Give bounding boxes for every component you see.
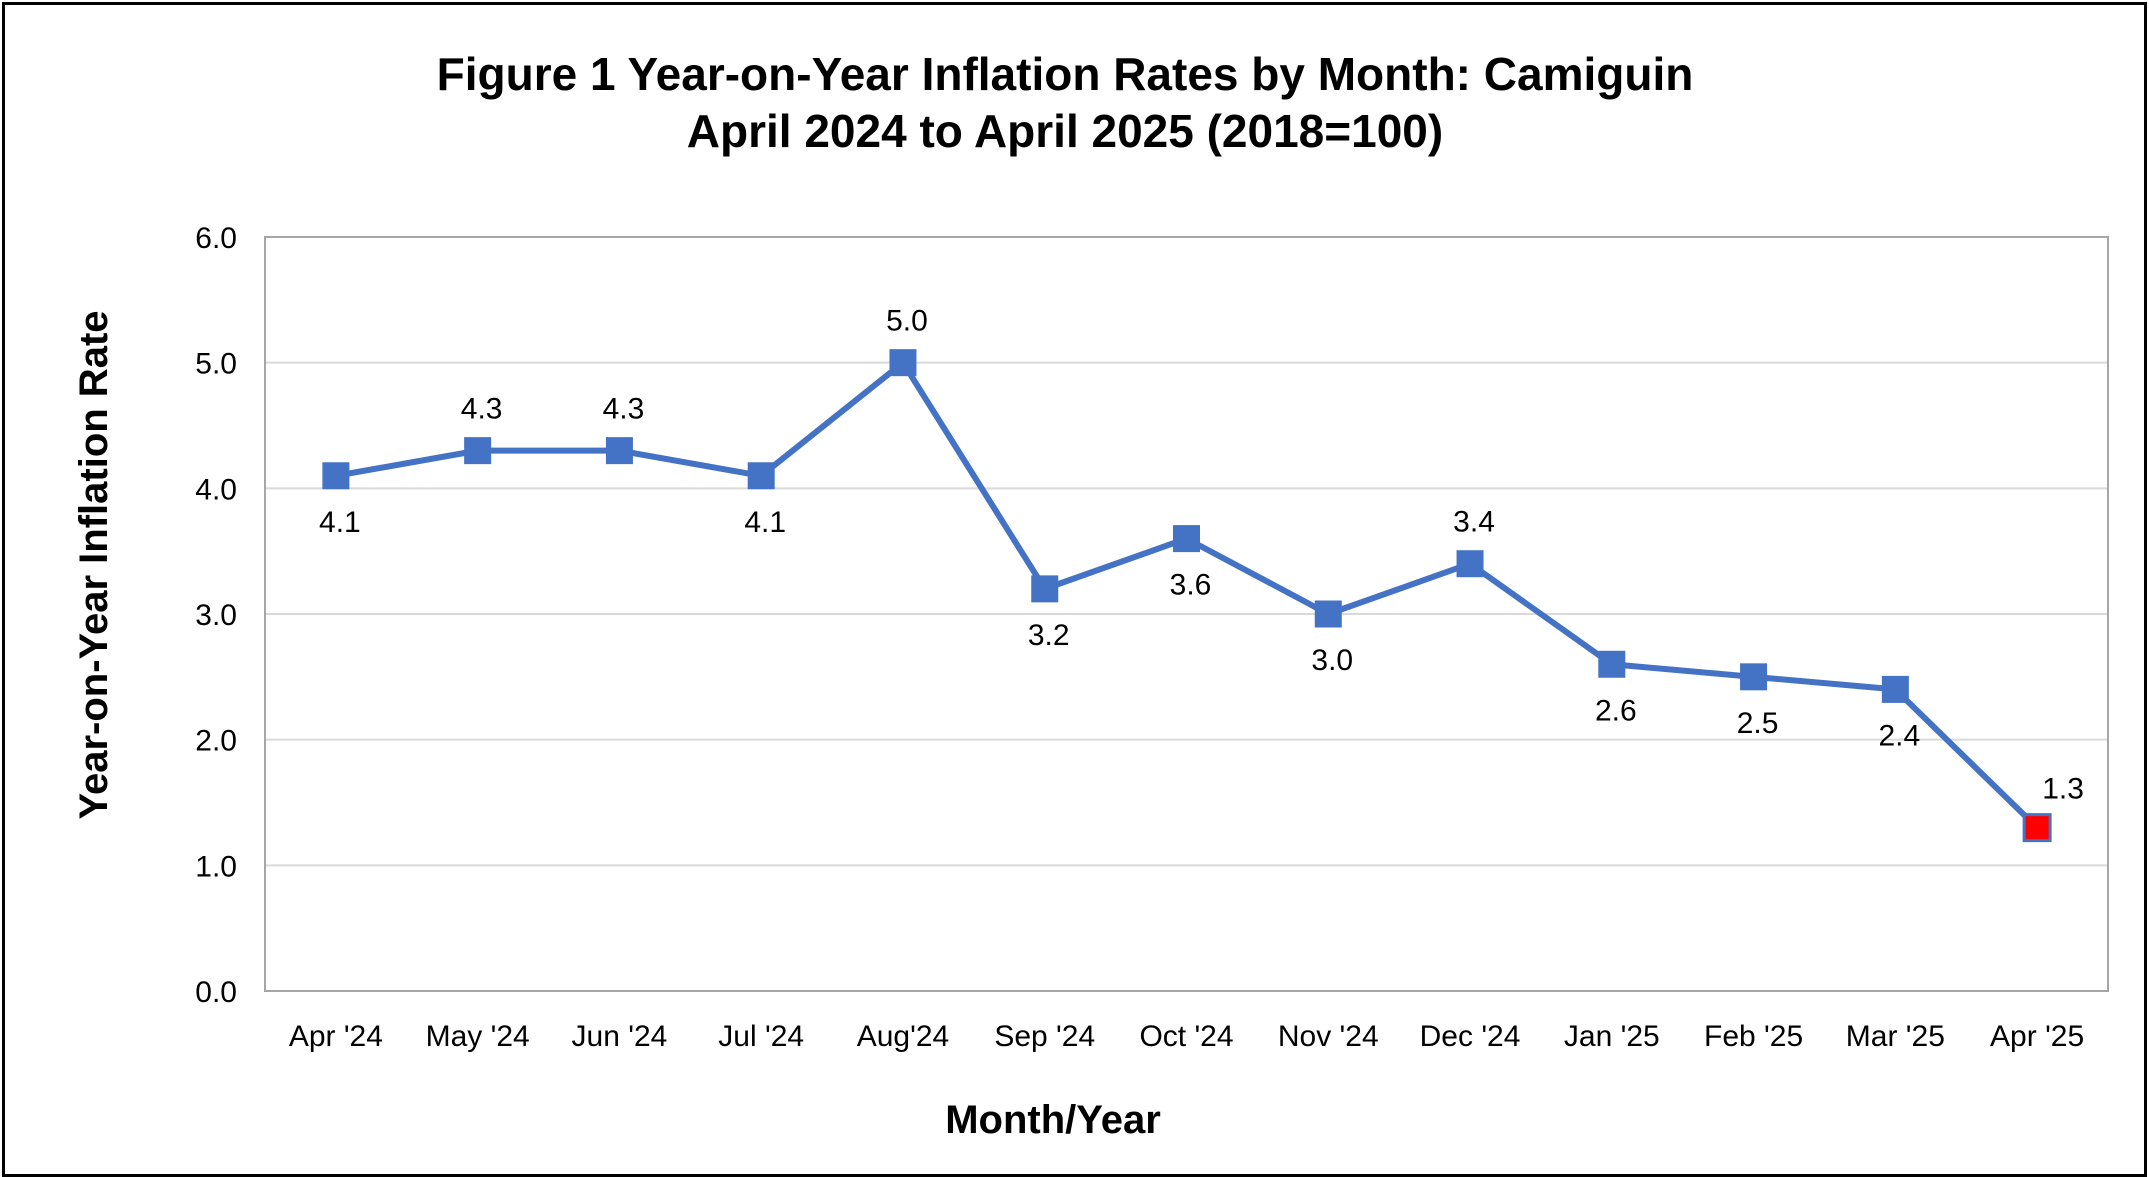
- data-point: [1314, 600, 1342, 628]
- data-point: [1173, 525, 1200, 553]
- x-tick-label: Dec '24: [1420, 1020, 1521, 1053]
- y-tick-label: 0.0: [195, 976, 237, 1009]
- y-tick-label: 3.0: [195, 599, 237, 632]
- data-label: 3.4: [1453, 506, 1495, 539]
- data-point: [747, 462, 775, 490]
- data-label: 4.3: [461, 393, 503, 426]
- data-label: 4.1: [744, 506, 786, 539]
- y-tick-label: 4.0: [195, 473, 237, 506]
- x-tick-label: Jan '25: [1564, 1020, 1660, 1053]
- y-tick-label: 6.0: [195, 222, 237, 255]
- y-tick-label: 2.0: [195, 725, 237, 758]
- data-label: 2.4: [1878, 719, 1920, 752]
- data-point: [1456, 550, 1484, 578]
- data-label: 2.6: [1595, 694, 1637, 727]
- data-point: [605, 437, 633, 465]
- data-point: [889, 349, 917, 377]
- y-axis-ticks: 0.0 1.0 2.0 3.0 4.0 5.0 6.0: [195, 222, 237, 1009]
- data-label: 1.3: [2042, 773, 2084, 806]
- y-tick-label: 1.0: [195, 850, 237, 883]
- x-tick-label: Feb '25: [1704, 1020, 1803, 1053]
- data-point: [464, 437, 492, 465]
- highlighted-data-point: [2022, 813, 2052, 843]
- series-line-group: [322, 349, 2052, 843]
- data-label: 3.0: [1311, 644, 1353, 677]
- data-point: [1031, 575, 1059, 603]
- x-tick-label: May '24: [426, 1020, 530, 1053]
- x-tick-label: Aug'24: [857, 1020, 949, 1053]
- chart-title: Figure 1 Year-on-Year Inflation Rates by…: [437, 48, 1694, 100]
- x-tick-label: Oct '24: [1139, 1020, 1233, 1053]
- data-label: 4.1: [319, 506, 361, 539]
- data-point: [1740, 663, 1768, 691]
- x-tick-label: Jun '24: [572, 1020, 668, 1053]
- data-label: 3.2: [1028, 619, 1070, 652]
- plot-area: [264, 236, 2109, 992]
- x-tick-label: Apr '24: [289, 1020, 383, 1053]
- data-label: 4.3: [603, 393, 645, 426]
- x-axis-title: Month/Year: [945, 1098, 1161, 1142]
- data-label: 5.0: [886, 305, 928, 338]
- data-label: 3.6: [1170, 569, 1212, 602]
- data-labels: 4.1 4.3 4.3 4.1 5.0 3.2 3.6 3.0 3.4 2.6 2.5 2.4 1.3: [319, 305, 2084, 806]
- x-tick-label: Mar '25: [1846, 1020, 1945, 1053]
- x-tick-label: Sep '24: [994, 1020, 1095, 1053]
- y-axis-title: Year-on-Year Inflation Rate: [72, 310, 116, 819]
- data-point: [1598, 650, 1626, 678]
- data-label: 2.5: [1737, 707, 1779, 740]
- chart-subtitle: April 2024 to April 2025 (2018=100): [687, 105, 1443, 157]
- x-tick-label: Apr '25: [1990, 1020, 2084, 1053]
- gridlines: [265, 361, 2108, 867]
- data-point: [1881, 675, 1909, 703]
- x-tick-label: Jul '24: [718, 1020, 804, 1053]
- x-tick-label: Nov '24: [1278, 1020, 1379, 1053]
- data-point: [322, 462, 350, 490]
- x-axis-ticks: Apr '24 May '24 Jun '24 Jul '24 Aug'24 Sep '2…: [289, 1020, 2084, 1053]
- y-tick-label: 5.0: [195, 348, 237, 381]
